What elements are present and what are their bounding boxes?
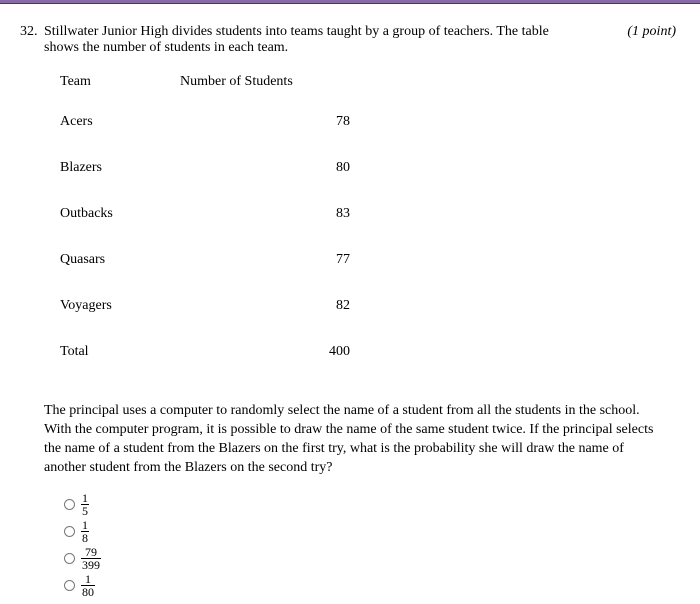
radio-icon[interactable]	[64, 499, 75, 510]
table-row: Blazers 80	[60, 160, 676, 200]
fraction: 1 80	[81, 573, 95, 598]
fraction: 79 399	[81, 546, 101, 571]
cell-team: Total	[60, 344, 290, 360]
question-header-row: 32. Stillwater Junior High divides stude…	[20, 24, 676, 56]
option-d[interactable]: 1 80	[64, 573, 676, 598]
table-row: Voyagers 82	[60, 298, 676, 338]
cell-team: Outbacks	[60, 206, 290, 222]
table-row: Acers 78	[60, 114, 676, 154]
radio-icon[interactable]	[64, 580, 75, 591]
question-paragraph: The principal uses a computer to randoml…	[44, 402, 664, 478]
fraction: 1 8	[81, 519, 89, 544]
cell-team: Acers	[60, 114, 290, 130]
radio-icon[interactable]	[64, 526, 75, 537]
question-number: 32.	[20, 24, 44, 40]
fraction-numerator: 1	[81, 492, 89, 505]
fraction-denominator: 8	[81, 532, 89, 544]
cell-team: Voyagers	[60, 298, 290, 314]
table-header: Team Number of Students	[60, 74, 676, 90]
cell-count: 400	[290, 344, 350, 360]
header-team: Team	[60, 74, 180, 90]
cell-count: 78	[290, 114, 350, 130]
question-content: 32. Stillwater Junior High divides stude…	[0, 4, 700, 598]
option-b[interactable]: 1 8	[64, 519, 676, 544]
fraction-denominator: 399	[81, 559, 101, 571]
cell-count: 83	[290, 206, 350, 222]
fraction-denominator: 5	[81, 505, 89, 517]
fraction-numerator: 79	[81, 546, 101, 559]
cell-team: Quasars	[60, 252, 290, 268]
option-a[interactable]: 1 5	[64, 492, 676, 517]
cell-team: Blazers	[60, 160, 290, 176]
table-row: Total 400	[60, 344, 676, 384]
answer-options: 1 5 1 8 79 399 1 80	[64, 492, 676, 598]
question-text-line1: Stillwater Junior High divides students …	[44, 24, 549, 39]
question-text: Stillwater Junior High divides students …	[44, 24, 619, 56]
option-c[interactable]: 79 399	[64, 546, 676, 571]
table-row: Quasars 77	[60, 252, 676, 292]
header-number: Number of Students	[180, 74, 340, 90]
question-points: (1 point)	[619, 24, 676, 40]
fraction-denominator: 80	[81, 586, 95, 598]
fraction: 1 5	[81, 492, 89, 517]
cell-count: 77	[290, 252, 350, 268]
fraction-numerator: 1	[81, 519, 89, 532]
question-text-line2: shows the number of students in each tea…	[44, 40, 288, 55]
cell-count: 80	[290, 160, 350, 176]
cell-count: 82	[290, 298, 350, 314]
fraction-numerator: 1	[81, 573, 95, 586]
radio-icon[interactable]	[64, 553, 75, 564]
table-row: Outbacks 83	[60, 206, 676, 246]
data-table: Team Number of Students Acers 78 Blazers…	[60, 74, 676, 384]
